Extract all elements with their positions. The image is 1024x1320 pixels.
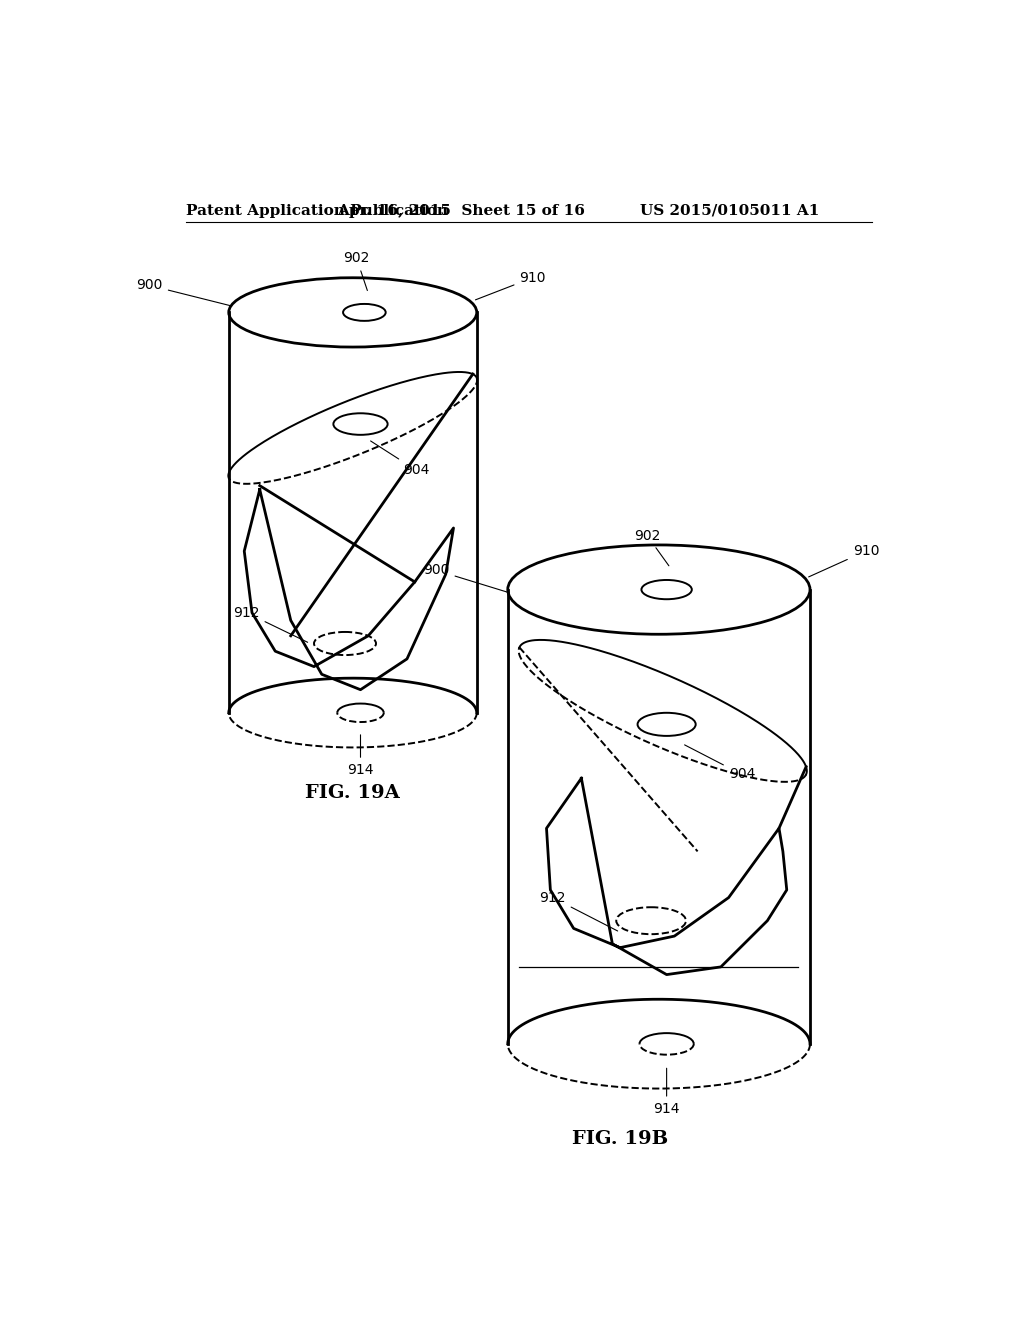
Text: 902: 902	[343, 252, 370, 290]
Text: Patent Application Publication: Patent Application Publication	[186, 203, 449, 218]
Text: 912: 912	[540, 891, 617, 931]
Text: 910: 910	[475, 271, 546, 300]
Text: 914: 914	[347, 735, 374, 777]
Text: 910: 910	[809, 544, 880, 577]
Text: 902: 902	[634, 529, 669, 566]
Text: FIG. 19B: FIG. 19B	[572, 1130, 669, 1148]
Text: 900: 900	[136, 279, 230, 305]
Text: US 2015/0105011 A1: US 2015/0105011 A1	[640, 203, 819, 218]
Text: 914: 914	[653, 1068, 680, 1115]
Text: FIG. 19A: FIG. 19A	[305, 784, 400, 801]
Text: 912: 912	[233, 606, 307, 643]
Text: 900: 900	[423, 564, 509, 593]
Text: 904: 904	[685, 744, 755, 781]
Text: 904: 904	[371, 441, 429, 478]
Text: Apr. 16, 2015  Sheet 15 of 16: Apr. 16, 2015 Sheet 15 of 16	[337, 203, 585, 218]
